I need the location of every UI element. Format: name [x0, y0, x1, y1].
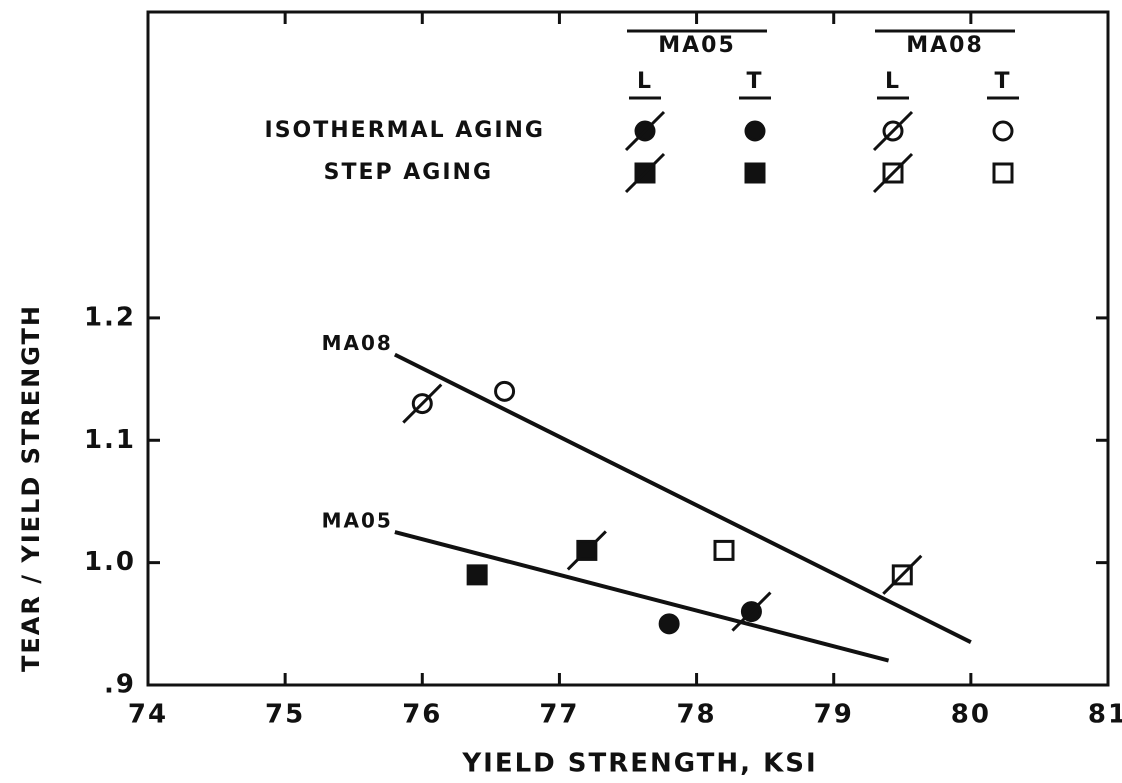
y-axis-label: TEAR / YIELD STRENGTH [17, 304, 45, 672]
legend-marker [992, 120, 1014, 142]
marker-slash [624, 110, 666, 152]
y-tick-label: .9 [104, 670, 136, 700]
y-tick-label: 1.2 [84, 302, 136, 332]
x-tick-label: 80 [951, 700, 991, 730]
x-tick-label: 78 [676, 700, 716, 730]
x-tick-label: 76 [402, 700, 442, 730]
marker-slash [731, 591, 772, 632]
legend-row: STEP AGING [324, 160, 493, 185]
point [658, 613, 680, 635]
y-tick-label: 1.1 [84, 425, 136, 455]
legend-direction: T [994, 69, 1011, 94]
x-tick-label: 77 [539, 700, 579, 730]
legend-group: MA08 [906, 33, 984, 58]
trend-line-label: MA05 [322, 509, 393, 533]
legend-marker [744, 162, 766, 184]
x-tick-label: 74 [128, 700, 168, 730]
marker-slash [872, 110, 914, 152]
trend-line-label: MA08 [322, 331, 393, 355]
marker-slash [872, 152, 914, 194]
y-tick-label: 1.0 [84, 547, 136, 577]
marker-slash [882, 554, 923, 595]
trend-line [393, 352, 972, 644]
legend-marker [992, 162, 1014, 184]
legend-direction: T [746, 69, 763, 94]
x-tick-label: 81 [1088, 700, 1122, 730]
marker-slash [624, 152, 666, 194]
plot-frame [146, 10, 1110, 687]
marker-slash [566, 530, 607, 571]
legend-group: MA05 [658, 33, 736, 58]
point [466, 564, 488, 586]
marker-slash [402, 383, 443, 424]
legend-direction: L [637, 69, 653, 94]
point [494, 380, 516, 402]
point [713, 539, 735, 561]
x-axis-label: YIELD STRENGTH, KSI [461, 749, 817, 779]
trend-line [394, 530, 890, 663]
legend-marker [744, 120, 766, 142]
legend-direction: L [885, 69, 901, 94]
x-tick-label: 75 [265, 700, 305, 730]
legend-row: ISOTHERMAL AGING [265, 118, 545, 143]
x-tick-label: 79 [814, 700, 854, 730]
